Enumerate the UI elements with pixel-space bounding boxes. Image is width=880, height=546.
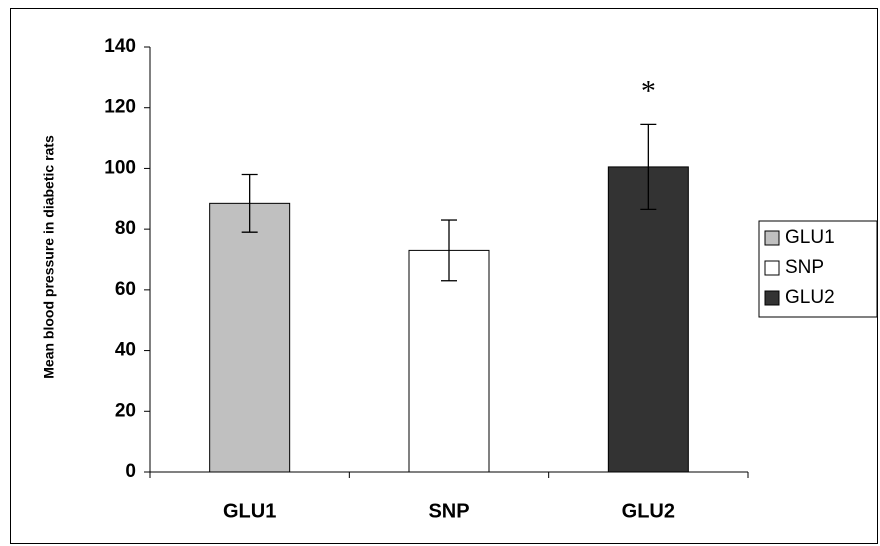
x-category-label: GLU1 — [223, 500, 276, 522]
y-tick-label: 0 — [125, 461, 136, 482]
bar-snp — [408, 249, 490, 473]
x-category-label: GLU2 — [622, 500, 675, 522]
legend-swatch-glu1 — [764, 230, 780, 246]
legend-label: GLU1 — [785, 227, 835, 248]
y-tick-label: 60 — [115, 279, 136, 300]
y-tick-label: 40 — [115, 340, 136, 361]
legend: GLU1 SNP GLU2 — [758, 220, 878, 318]
y-tick-label: 100 — [104, 157, 136, 178]
bars — [209, 166, 689, 473]
x-category-label: SNP — [428, 500, 469, 522]
y-tick-label: 140 — [104, 36, 136, 57]
error-bars — [241, 123, 657, 282]
legend-label: GLU2 — [785, 287, 835, 308]
y-axis-label: Mean blood pressure in diabetic rats — [41, 135, 57, 379]
y-tick-label: 80 — [115, 218, 136, 239]
significance-marker: * — [641, 74, 656, 107]
x-ticks: GLU1 SNP GLU2 — [149, 472, 749, 522]
y-tick-label: 120 — [104, 97, 136, 118]
legend-label: SNP — [785, 257, 824, 278]
bar-glu1 — [209, 202, 291, 473]
bar-glu2 — [607, 166, 689, 473]
legend-swatch-snp — [764, 260, 780, 276]
y-ticks: 0 20 40 60 80 100 120 140 — [104, 36, 150, 482]
annotations: * — [641, 74, 656, 107]
y-tick-label: 20 — [115, 400, 136, 421]
legend-swatch-glu2 — [764, 290, 780, 306]
